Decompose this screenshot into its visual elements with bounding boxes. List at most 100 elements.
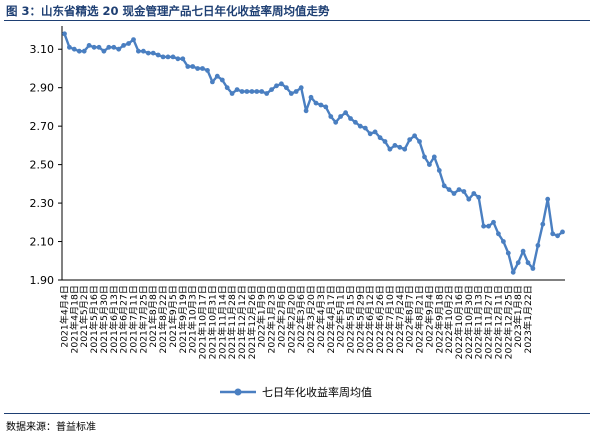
legend: 七日年化收益率周均值 — [220, 385, 372, 399]
data-point — [466, 196, 472, 202]
data-point — [427, 162, 432, 168]
x-tick-label: 2022年9月4日 — [423, 285, 435, 348]
data-point — [402, 146, 408, 152]
x-tick-label: 2022年7月24日 — [394, 285, 406, 353]
data-point — [219, 77, 225, 83]
data-point — [372, 129, 378, 135]
figure-title: 图 3：山东省精选 20 现金管理产品七日年化收益率周均值走势 — [6, 3, 330, 19]
series-group — [62, 31, 565, 275]
x-tick-label: 2022年6月12日 — [364, 285, 376, 353]
data-point — [224, 85, 230, 91]
data-point — [348, 116, 353, 121]
x-tick-label: 2021年7月25日 — [137, 285, 149, 353]
data-point — [505, 250, 511, 256]
data-point — [491, 219, 496, 225]
data-point — [293, 89, 299, 94]
data-point — [210, 79, 215, 85]
data-point — [456, 187, 462, 193]
data-point — [382, 139, 388, 144]
data-point — [510, 269, 516, 275]
data-point — [259, 89, 265, 94]
data-point — [86, 43, 92, 48]
data-point — [451, 191, 457, 196]
data-point — [76, 48, 82, 54]
data-point — [303, 108, 309, 114]
data-point — [436, 168, 442, 173]
x-tick-label: 2022年8月7日 — [404, 285, 416, 348]
data-point — [412, 133, 417, 139]
data-point — [150, 50, 156, 56]
data-point — [525, 260, 531, 266]
x-tick-label: 2021年9月19日 — [177, 285, 189, 353]
data-point — [249, 89, 255, 94]
data-point — [195, 66, 201, 71]
data-point — [214, 73, 220, 79]
data-point — [476, 194, 482, 200]
x-tick-label: 2021年9月5日 — [167, 285, 179, 348]
figure-number: 图 3： — [6, 4, 42, 18]
data-point — [165, 54, 171, 60]
x-tick-label: 2021年11月14日 — [216, 285, 228, 359]
data-point — [239, 89, 245, 94]
x-tick-label: 2022年1月23日 — [266, 285, 278, 353]
x-tick-label: 2021年5月16日 — [88, 285, 100, 353]
x-tick-label: 2022年12月25日 — [502, 285, 514, 359]
y-tick-label: 2.70 — [30, 120, 55, 133]
x-tick-label: 2021年4月4日 — [59, 285, 71, 348]
x-tick-label: 2022年5月1日 — [335, 285, 347, 348]
x-tick-label: 2022年4月3日 — [315, 285, 327, 348]
x-tick-label: 2021年8月8日 — [147, 285, 159, 348]
data-point — [288, 91, 294, 96]
footer-divider — [4, 413, 590, 414]
x-tick-label: 2022年11月13日 — [473, 285, 485, 359]
x-tick-label: 2022年2月20日 — [285, 285, 297, 353]
x-tick-label: 2021年10月31日 — [206, 285, 218, 359]
y-tick-label: 2.50 — [30, 159, 55, 172]
data-point — [180, 56, 186, 62]
data-point — [101, 48, 107, 54]
x-tick-label: 2022年1月9日 — [256, 285, 268, 348]
x-tick-label: 2022年11月27日 — [483, 285, 495, 359]
data-point — [160, 54, 166, 60]
data-point — [298, 85, 304, 91]
data-point — [520, 248, 526, 254]
data-point — [234, 87, 240, 92]
y-tick-label: 1.90 — [30, 274, 55, 287]
x-tick-label: 2023年1月8日 — [512, 285, 524, 348]
x-tick-label: 2021年4月18日 — [68, 285, 80, 353]
x-tick-label: 2021年6月27日 — [118, 285, 130, 353]
data-point — [496, 231, 501, 237]
x-tick-label: 2022年4月17日 — [325, 285, 337, 353]
data-point — [81, 48, 87, 54]
x-tick-label: 2021年12月12日 — [236, 285, 248, 359]
data-point — [96, 44, 102, 50]
x-tick-label: 2022年9月18日 — [433, 285, 445, 353]
data-point — [244, 89, 250, 94]
data-point — [106, 44, 112, 50]
data-point — [446, 187, 452, 193]
data-point — [126, 41, 131, 46]
x-tick-label: 2023年1月22日 — [522, 285, 534, 353]
data-source: 数据来源：普益标准 — [6, 422, 96, 433]
x-tick-label: 2022年5月15日 — [345, 285, 357, 353]
data-point — [62, 31, 67, 37]
data-point — [550, 231, 556, 237]
data-point — [540, 221, 546, 227]
data-point — [229, 91, 235, 96]
data-point — [481, 223, 486, 229]
data-point — [111, 44, 117, 50]
data-point — [136, 48, 141, 54]
data-point — [441, 183, 447, 189]
data-point — [422, 154, 427, 160]
legend-label: 七日年化收益率周均值 — [262, 385, 372, 399]
data-point — [357, 123, 363, 129]
data-point — [205, 68, 210, 73]
x-tick-label: 2022年8月21日 — [414, 285, 426, 353]
y-tick-label: 2.90 — [30, 82, 55, 95]
x-tick-label: 2021年12月26日 — [246, 285, 258, 359]
data-point — [530, 266, 536, 271]
data-point — [387, 146, 393, 152]
series-line — [63, 33, 564, 274]
data-point — [190, 64, 196, 69]
data-point — [343, 110, 348, 116]
